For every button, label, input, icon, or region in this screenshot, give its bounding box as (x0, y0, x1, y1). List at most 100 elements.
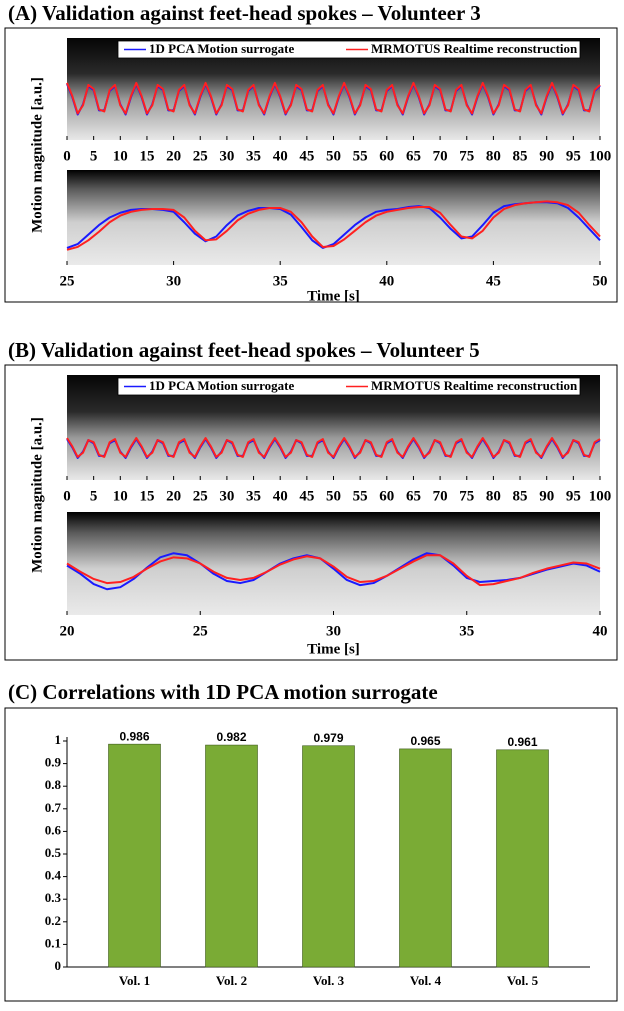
x-axis-label: Time [s] (307, 288, 360, 304)
bar (205, 744, 258, 968)
x-tick-label: 45 (486, 273, 501, 289)
y-tick-label: 0.1 (45, 935, 61, 950)
x-tick-label: 45 (299, 488, 314, 504)
x-tick-label: 100 (589, 148, 612, 164)
x-tick-label: 75 (459, 488, 474, 504)
x-tick-label: 35 (273, 273, 288, 289)
x-tick-label: 35 (246, 148, 261, 164)
x-tick-label: 5 (90, 148, 98, 164)
x-tick-label: 90 (539, 148, 554, 164)
plots: (A) Validation against feet-head spokes … (8, 1, 611, 988)
panel-title: (B) Validation against feet-head spokes … (8, 338, 480, 362)
panel-frame (4, 364, 618, 661)
x-tick-label: 25 (193, 623, 208, 639)
x-tick-label: 65 (406, 148, 421, 164)
data-line (66, 554, 601, 587)
y-axis-label: Motion magnitude [a.u.] (29, 77, 45, 233)
x-tick-label: 70 (433, 148, 448, 164)
x-tick-label: 55 (353, 148, 368, 164)
x-tick-label: 10 (113, 488, 128, 504)
x-tick-label: 35 (246, 488, 261, 504)
x-tick-label: 15 (139, 148, 154, 164)
image-background (67, 170, 600, 265)
panel-frame (4, 27, 618, 303)
x-tick-label: 30 (326, 623, 341, 639)
x-tick-label: 95 (566, 148, 581, 164)
value-label: 0.979 (313, 731, 343, 745)
data-line (66, 81, 601, 115)
x-tick-label: 40 (273, 488, 288, 504)
y-tick-label: 0.2 (45, 913, 61, 928)
x-tick-label: 20 (166, 148, 181, 164)
x-tick-label: 20 (166, 488, 181, 504)
y-tick-label: 0.5 (45, 845, 62, 860)
x-tick-label: 70 (433, 488, 448, 504)
x-tick-label: 50 (326, 148, 341, 164)
x-tick-label: 50 (326, 488, 341, 504)
y-axis-label: Motion magnitude [a.u.] (29, 417, 45, 573)
legend-label: MRMOTUS Realtime reconstruction (371, 41, 578, 56)
x-tick-label: 85 (513, 488, 528, 504)
x-tick-label: 40 (593, 623, 608, 639)
x-tick-label: Vol. 2 (216, 973, 247, 988)
x-tick-label: 25 (193, 488, 208, 504)
y-tick-label: 0.4 (45, 868, 62, 883)
x-tick-label: 80 (486, 148, 501, 164)
x-tick-label: 40 (273, 148, 288, 164)
x-tick-label: 25 (193, 148, 208, 164)
bar (302, 745, 355, 968)
x-tick-label: 75 (459, 148, 474, 164)
x-tick-label: 55 (353, 488, 368, 504)
bar (496, 749, 549, 968)
x-tick-label: 30 (219, 488, 234, 504)
x-tick-label: 20 (60, 623, 75, 639)
y-tick-label: 0.9 (45, 755, 62, 770)
x-tick-label: 95 (566, 488, 581, 504)
x-tick-label: 5 (90, 488, 98, 504)
panel-title: (A) Validation against feet-head spokes … (8, 1, 481, 25)
value-label: 0.961 (507, 735, 537, 749)
data-line (66, 200, 601, 251)
value-label: 0.965 (410, 734, 440, 748)
x-tick-label: 15 (139, 488, 154, 504)
x-tick-label: 60 (379, 148, 394, 164)
y-tick-label: 0.7 (45, 800, 62, 815)
y-tick-label: 0.6 (45, 822, 62, 837)
x-tick-label: 45 (299, 148, 314, 164)
x-tick-label: 0 (63, 148, 71, 164)
x-tick-label: 30 (219, 148, 234, 164)
x-tick-label: Vol. 1 (119, 973, 150, 988)
x-tick-label: Vol. 4 (410, 973, 442, 988)
legend-label: 1D PCA Motion surrogate (149, 41, 295, 56)
x-tick-label: 85 (513, 148, 528, 164)
panel-frame (4, 707, 618, 1002)
x-tick-label: 50 (593, 273, 608, 289)
x-tick-label: 0 (63, 488, 71, 504)
x-tick-label: Vol. 5 (507, 973, 539, 988)
y-tick-label: 0.8 (45, 777, 62, 792)
data-line (66, 437, 601, 458)
y-tick-label: 0.3 (45, 890, 62, 905)
bar (108, 743, 161, 968)
legend-label: MRMOTUS Realtime reconstruction (371, 378, 578, 393)
y-tick-label: 1 (55, 732, 62, 747)
x-tick-label: 100 (589, 488, 612, 504)
image-background (67, 512, 600, 615)
x-tick-label: 90 (539, 488, 554, 504)
value-label: 0.982 (216, 730, 246, 744)
legend-label: 1D PCA Motion surrogate (149, 378, 295, 393)
x-axis-label: Time [s] (307, 641, 360, 657)
x-tick-label: 35 (459, 623, 474, 639)
x-tick-label: Vol. 3 (313, 973, 345, 988)
x-tick-label: 30 (166, 273, 181, 289)
x-tick-label: 10 (113, 148, 128, 164)
x-tick-label: 25 (60, 273, 75, 289)
x-tick-label: 40 (379, 273, 394, 289)
panel-title: (C) Correlations with 1D PCA motion surr… (8, 680, 438, 704)
x-tick-label: 65 (406, 488, 421, 504)
bar (399, 748, 452, 968)
value-label: 0.986 (119, 729, 149, 743)
x-tick-label: 60 (379, 488, 394, 504)
y-tick-label: 0 (55, 958, 62, 973)
